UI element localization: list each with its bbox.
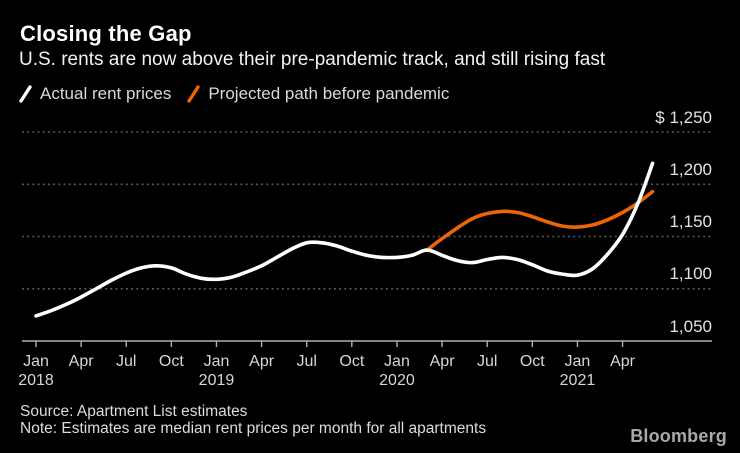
- line-swatch-icon: [187, 85, 201, 103]
- line-swatch-icon: [19, 85, 32, 103]
- y-axis-label-1050: 1,050: [669, 317, 712, 336]
- x-tick-label: Apr: [69, 353, 95, 370]
- x-tick-label: Apr: [430, 353, 456, 370]
- projected-path-line: [425, 189, 655, 252]
- x-tick-year-label: 2021: [560, 372, 596, 389]
- x-tick-year-label: 2020: [379, 372, 415, 389]
- x-tick-label: Apr: [610, 353, 636, 370]
- x-tick-label: Jan: [565, 353, 591, 370]
- actual-rent-line: [34, 161, 655, 318]
- chart-subtitle: U.S. rents are now above their pre-pande…: [19, 49, 606, 70]
- x-tick-year-label: 2019: [199, 372, 235, 389]
- x-tick-label: Jul: [477, 353, 497, 370]
- source-text: Source: Apartment List estimates: [20, 403, 248, 420]
- x-tick-label: Jan: [384, 353, 410, 370]
- legend-item-actual: Actual rent prices: [18, 84, 171, 104]
- legend-item-projected: Projected path before pandemic: [186, 84, 449, 104]
- x-tick-label: Jan: [204, 353, 230, 370]
- x-tick-label: Oct: [520, 353, 545, 370]
- x-tick-label: Jan: [23, 353, 49, 370]
- x-tick-label: Jul: [116, 353, 136, 370]
- y-axis-label-1200: 1,200: [669, 160, 712, 179]
- x-tick-label: Oct: [159, 353, 184, 370]
- x-tick-label: Apr: [249, 353, 275, 370]
- bloomberg-logo: Bloomberg: [630, 426, 727, 446]
- note-text: Note: Estimates are median rent prices p…: [20, 420, 487, 437]
- y-axis-label-1150: 1,150: [669, 212, 712, 231]
- x-tick-year-label: 2018: [18, 372, 54, 389]
- y-axis-label-1250: $ 1,250: [655, 108, 712, 127]
- x-tick-label: Jul: [296, 353, 316, 370]
- legend-label-actual: Actual rent prices: [40, 84, 172, 103]
- chart-legend: Actual rent prices Projected path before…: [18, 84, 449, 104]
- y-axis-label-1100: 1,100: [669, 264, 712, 283]
- page-title: Closing the Gap: [20, 21, 192, 46]
- x-tick-label: Oct: [339, 353, 364, 370]
- legend-label-projected: Projected path before pandemic: [208, 84, 450, 103]
